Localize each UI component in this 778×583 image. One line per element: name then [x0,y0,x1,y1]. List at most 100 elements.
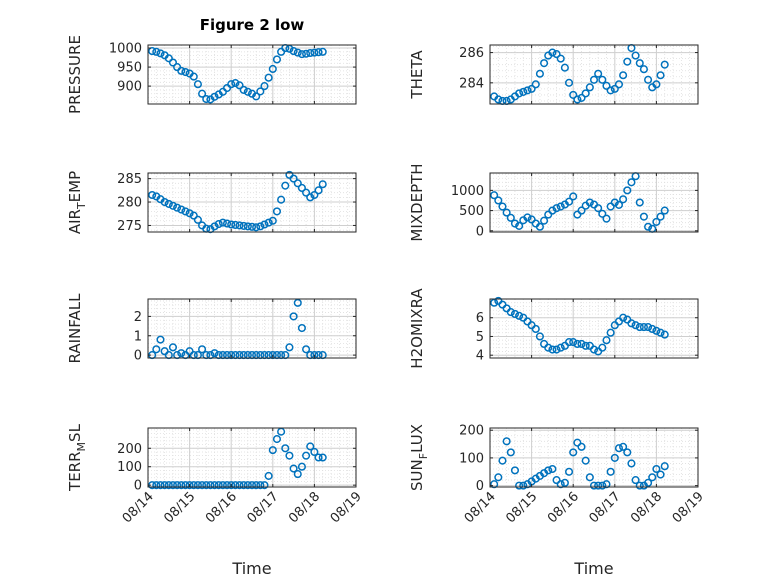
data-point [494,95,503,104]
data-point [606,328,615,337]
data-point [639,65,648,74]
data-point [585,198,594,207]
data-point [272,55,282,64]
data-point [310,48,319,57]
data-point [544,466,553,475]
data-point [272,435,282,444]
x-axis-label-right: Time [573,559,613,578]
data-point [548,206,557,215]
data-point [306,193,315,202]
panel-terr_msl: 0 100 200 08/14 08/15 08/16 08/17 08/18 08/19 TER… [66,423,365,526]
data-point [552,345,561,354]
data-point [302,451,311,460]
data-point [285,451,294,460]
y-axis-label: THETA [408,50,426,100]
y-axis-label: SUNFLUX [408,424,430,491]
y-axis-label: RAINFALL [66,293,84,364]
data-point [644,75,653,84]
data-point [552,204,561,213]
data-point [181,207,190,216]
y-tick-label: 0 [476,479,484,494]
x-tick-label: 08/16 [545,489,582,526]
data-point [619,442,628,451]
data-point [164,481,173,490]
data-point [569,448,578,457]
data-point [660,206,669,215]
data-point [152,481,161,490]
x-tick-label: 08/18 [628,489,665,526]
data-point [272,207,282,216]
data-point [660,330,669,339]
plot-area [148,428,356,487]
data-point [193,215,202,224]
data-point [198,345,207,354]
data-point [556,343,565,352]
data-point [202,481,211,490]
data-point [614,444,624,453]
data-point [535,222,544,231]
plot-area [490,299,698,358]
x-tick-label: 08/17 [245,489,282,526]
data-point [652,326,661,335]
axes-box [147,44,357,105]
data-point [264,218,273,227]
series-h2omixra [490,296,669,356]
x-tick-label: 08/18 [286,489,323,526]
data-point [247,481,257,490]
data-point [602,336,611,345]
y-axis-label: H2OMIXRA [408,288,426,369]
data-point [552,476,561,485]
data-point [289,47,298,56]
data-point [602,214,611,223]
data-point [510,309,520,319]
data-point [581,341,590,350]
data-point [519,481,528,490]
data-point [210,349,219,358]
data-point [302,188,311,197]
data-point [498,202,507,211]
data-point [598,209,607,218]
data-point [619,71,628,80]
y-tick-label: 0 [134,349,142,364]
panel-rainfall: 0 1 2 RAINFALL [66,293,357,364]
data-point [652,217,661,226]
data-point [181,67,190,77]
data-point [631,51,640,60]
data-point [544,343,553,352]
data-point [510,466,520,475]
data-point [264,471,273,480]
y-tick-label: 284 [459,76,484,91]
data-point [297,50,306,59]
data-point [268,64,277,74]
data-point [314,48,323,57]
data-point [314,453,323,462]
data-point [623,186,632,195]
data-point [210,222,219,231]
data-point [598,343,607,352]
y-tick-label: 200 [117,442,142,457]
data-point [314,186,323,195]
data-point [247,222,257,231]
data-point [318,47,327,56]
data-point [227,80,236,89]
data-point [189,481,198,490]
data-point [277,195,286,204]
x-tick-label: 08/19 [670,489,707,526]
data-point [293,48,302,57]
data-point [602,81,611,90]
data-point [540,216,549,225]
data-point [168,58,178,67]
data-point [239,481,248,490]
data-point [256,222,265,231]
data-point [268,216,277,225]
data-point [297,462,306,471]
plot-area [490,173,698,232]
data-point [210,92,219,101]
data-point [281,444,290,453]
data-point [510,219,520,228]
data-point [552,50,561,59]
data-point [548,345,557,354]
data-point [193,481,202,490]
data-point [185,209,194,218]
